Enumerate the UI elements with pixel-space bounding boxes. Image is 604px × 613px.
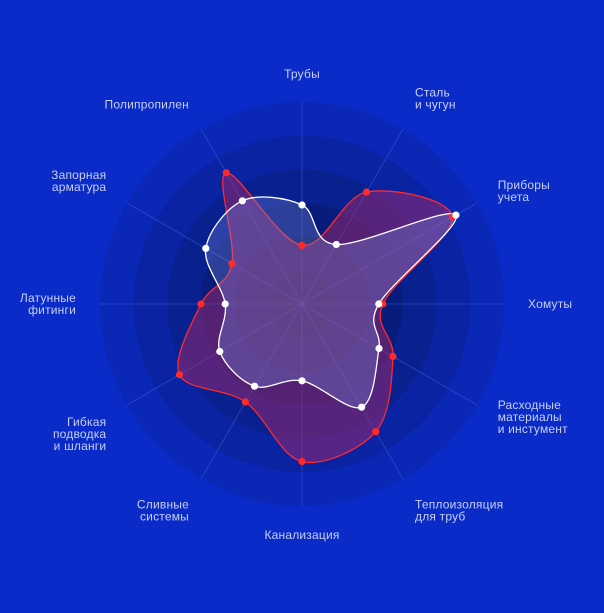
axis-label-5-line-1: Расходные bbox=[498, 398, 561, 412]
series-1-point-5 bbox=[389, 352, 397, 361]
axis-label-6: Теплоизоляция для труб bbox=[415, 498, 503, 524]
series-1-point-1 bbox=[298, 241, 306, 249]
axis-label-4: Хомуты bbox=[528, 297, 572, 311]
axis-label-10-line-2: фитинги bbox=[28, 303, 76, 317]
series-layer bbox=[177, 172, 457, 464]
axis-label-5: Расходные материалы и инстумент bbox=[498, 398, 568, 436]
series-2-point-7 bbox=[298, 377, 306, 385]
axis-label-8: Сливные системы bbox=[137, 498, 189, 524]
series-1-point-7 bbox=[298, 458, 306, 466]
series-2-point-5 bbox=[375, 344, 383, 352]
axis-label-10-line-1: Латунные bbox=[20, 291, 76, 305]
axis-label-1: Трубы bbox=[284, 67, 320, 81]
series-2-point-4 bbox=[375, 300, 383, 308]
axis-label-2-line-2: и чугун bbox=[415, 97, 456, 111]
series-1-point-9 bbox=[175, 371, 184, 379]
series-2-point-8 bbox=[250, 382, 259, 390]
axis-label-8-line-1: Сливные bbox=[137, 498, 189, 512]
axis-label-6-line-1: Теплоизоляция bbox=[415, 498, 503, 512]
series-2-point-10 bbox=[221, 300, 229, 308]
axis-label-7: Канализация bbox=[264, 528, 339, 542]
series-2-point-9 bbox=[216, 347, 224, 356]
axis-label-3: Приборы учета bbox=[498, 178, 550, 204]
axis-label-9-line-2: подводка bbox=[53, 427, 106, 441]
axis-label-6-line-2: для труб bbox=[415, 510, 465, 524]
axis-label-2: Сталь и чугун bbox=[415, 85, 456, 111]
series-2-point-3 bbox=[452, 211, 460, 219]
series-2-point-6 bbox=[358, 403, 366, 411]
series-2-point-1 bbox=[298, 201, 306, 209]
series-1-point-10 bbox=[197, 300, 205, 308]
axis-label-12-line-1: Полипропилен bbox=[105, 97, 190, 111]
series-2-point-11 bbox=[202, 244, 210, 252]
axis-label-3-line-1: Приборы bbox=[498, 178, 550, 192]
series-1-point-12 bbox=[222, 169, 230, 177]
series-1-point-2 bbox=[363, 188, 371, 196]
axis-label-4-line-1: Хомуты bbox=[528, 297, 572, 311]
axis-label-10: Латунные фитинги bbox=[20, 291, 76, 317]
axis-label-5-line-2: материалы bbox=[498, 410, 562, 424]
series-2-point-12 bbox=[238, 197, 246, 205]
axis-label-9-line-3: и шланги bbox=[54, 439, 107, 453]
axis-labels: Трубы Сталь и чугун Приборы учета Хомуты Расхо… bbox=[20, 67, 572, 542]
axis-label-2-line-1: Сталь bbox=[415, 85, 450, 99]
axis-label-12: Полипропилен bbox=[105, 97, 190, 111]
axis-label-9: Гибкая подводка и шланги bbox=[53, 415, 106, 453]
axis-label-11-line-1: Запорная bbox=[51, 168, 106, 182]
points-layer bbox=[175, 169, 460, 466]
series-1-point-8 bbox=[241, 398, 249, 406]
series-2-point-2 bbox=[332, 240, 340, 249]
axis-label-1-line-1: Трубы bbox=[284, 67, 320, 81]
axis-label-11: Запорная арматура bbox=[51, 168, 106, 194]
axis-label-8-line-2: системы bbox=[140, 510, 189, 524]
axis-label-7-line-1: Канализация bbox=[264, 528, 339, 542]
axis-label-11-line-2: арматура bbox=[52, 180, 107, 194]
axis-label-5-line-3: и инстумент bbox=[498, 422, 568, 436]
axis-label-3-line-2: учета bbox=[498, 190, 530, 204]
series-1-point-6 bbox=[372, 428, 380, 436]
axis-label-9-line-1: Гибкая bbox=[67, 415, 106, 429]
series-1-point-11 bbox=[228, 260, 236, 268]
